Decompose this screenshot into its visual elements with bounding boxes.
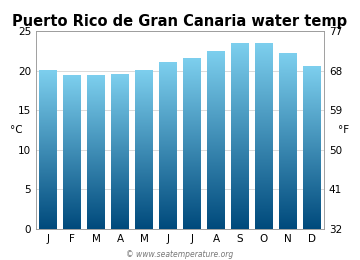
- Y-axis label: °C: °C: [10, 125, 23, 135]
- Y-axis label: °F: °F: [338, 125, 349, 135]
- Title: Puerto Rico de Gran Canaria water temp: Puerto Rico de Gran Canaria water temp: [13, 14, 347, 29]
- Text: © www.seatemperature.org: © www.seatemperature.org: [126, 250, 234, 259]
